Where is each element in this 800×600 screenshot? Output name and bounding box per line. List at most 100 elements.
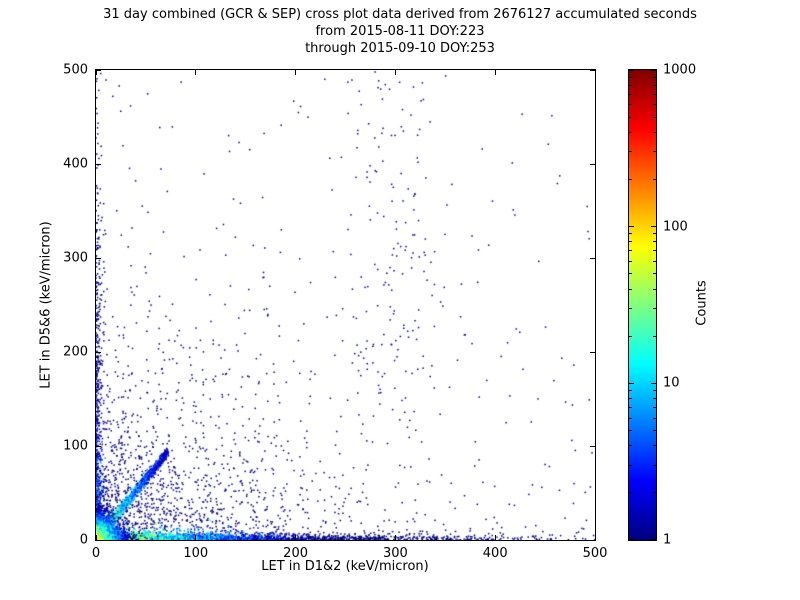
colorbar-title: Counts [694, 280, 710, 326]
x-tick [195, 535, 197, 540]
x-tick [394, 70, 396, 75]
colorbar-minor-tick [629, 492, 632, 494]
colorbar-minor-tick [629, 390, 632, 391]
colorbar-tick [651, 382, 656, 384]
colorbar-minor-tick [629, 273, 632, 275]
x-tick-label: 300 [382, 546, 408, 561]
colorbar-minor-tick [653, 398, 656, 400]
colorbar-minor-tick [629, 335, 632, 337]
colorbar-minor-tick [653, 464, 656, 466]
colorbar-minor-tick [653, 273, 656, 275]
y-tick [590, 257, 595, 259]
y-tick [96, 163, 101, 165]
plot-area [95, 69, 596, 541]
y-tick [590, 539, 595, 541]
y-tick-label: 500 [63, 62, 88, 78]
chart-title-line3: through 2015-09-10 DOY:253 [305, 41, 495, 56]
colorbar-minor-tick [653, 179, 656, 180]
colorbar-tick-label: 10 [663, 375, 680, 391]
x-tick [594, 535, 596, 540]
scatter-canvas [96, 70, 595, 540]
x-tick [394, 535, 396, 540]
colorbar-minor-tick [653, 492, 656, 494]
colorbar-minor-tick [653, 445, 656, 447]
x-tick [494, 535, 496, 540]
colorbar-tick [629, 70, 634, 71]
y-tick [590, 69, 595, 71]
y-tick-label: 400 [63, 156, 88, 172]
colorbar-minor-tick [629, 84, 632, 86]
colorbar-tick-label: 100 [663, 219, 688, 235]
colorbar-minor-tick [653, 76, 656, 78]
colorbar-minor-tick [653, 241, 656, 243]
x-tick [295, 535, 297, 540]
chart-title-line2: from 2015-08-11 DOY:223 [315, 24, 485, 39]
colorbar-minor-tick [629, 407, 632, 409]
x-tick [95, 70, 97, 75]
colorbar-minor-tick [629, 233, 632, 235]
y-tick-label: 0 [79, 532, 88, 548]
y-tick [590, 351, 595, 353]
colorbar-minor-tick [653, 233, 656, 235]
colorbar-minor-tick [653, 335, 656, 337]
colorbar-minor-tick [653, 390, 656, 391]
colorbar-minor-tick [629, 308, 632, 310]
colorbar-minor-tick [629, 288, 632, 290]
y-tick [96, 539, 101, 541]
y-tick [96, 257, 101, 259]
y-tick-label: 300 [63, 250, 88, 266]
chart-title-line1: 31 day combined (GCR & SEP) cross plot d… [103, 7, 697, 22]
colorbar-tick [629, 226, 634, 228]
x-tick-label: 500 [582, 546, 608, 561]
colorbar-minor-tick [653, 84, 656, 86]
colorbar-minor-tick [629, 429, 632, 431]
colorbar-minor-tick [629, 241, 632, 243]
colorbar-minor-tick [629, 116, 632, 118]
colorbar-minor-tick [653, 116, 656, 118]
colorbar-tick [629, 539, 634, 540]
colorbar-tick [651, 226, 656, 228]
colorbar-minor-tick [629, 76, 632, 78]
colorbar-minor-tick [653, 131, 656, 133]
colorbar-minor-tick [629, 93, 632, 95]
colorbar-minor-tick [629, 131, 632, 133]
colorbar-tick-label: 1000 [663, 62, 697, 78]
colorbar-minor-tick [653, 288, 656, 290]
y-tick [96, 351, 101, 353]
colorbar-minor-tick [629, 445, 632, 447]
colorbar-tick [651, 539, 656, 540]
colorbar-minor-tick [629, 104, 632, 106]
colorbar-tick [651, 70, 656, 71]
y-tick [96, 445, 101, 447]
colorbar-minor-tick [629, 260, 632, 262]
colorbar-minor-tick [629, 398, 632, 400]
colorbar-minor-tick [653, 250, 656, 252]
colorbar-tick [629, 382, 634, 384]
colorbar-minor-tick [629, 151, 632, 153]
colorbar-minor-tick [653, 151, 656, 153]
x-tick-label: 400 [482, 546, 508, 561]
y-tick [590, 445, 595, 447]
y-tick [590, 163, 595, 165]
colorbar-minor-tick [653, 407, 656, 409]
x-tick [95, 535, 97, 540]
colorbar-minor-tick [653, 429, 656, 431]
colorbar-minor-tick [629, 179, 632, 180]
x-tick-label: 100 [183, 546, 209, 561]
x-tick-label: 0 [91, 546, 101, 561]
colorbar-minor-tick [653, 104, 656, 106]
colorbar-gradient [629, 70, 656, 540]
colorbar-minor-tick [629, 464, 632, 466]
x-tick [494, 70, 496, 75]
colorbar [628, 69, 657, 541]
y-tick [96, 69, 101, 71]
y-tick-label: 100 [63, 438, 88, 454]
y-tick-label: 200 [63, 344, 88, 360]
colorbar-minor-tick [653, 308, 656, 310]
x-axis-label: LET in D1&2 (keV/micron) [261, 559, 429, 574]
colorbar-minor-tick [629, 417, 632, 419]
x-tick [295, 70, 297, 75]
colorbar-minor-tick [653, 417, 656, 419]
x-tick-label: 200 [283, 546, 309, 561]
